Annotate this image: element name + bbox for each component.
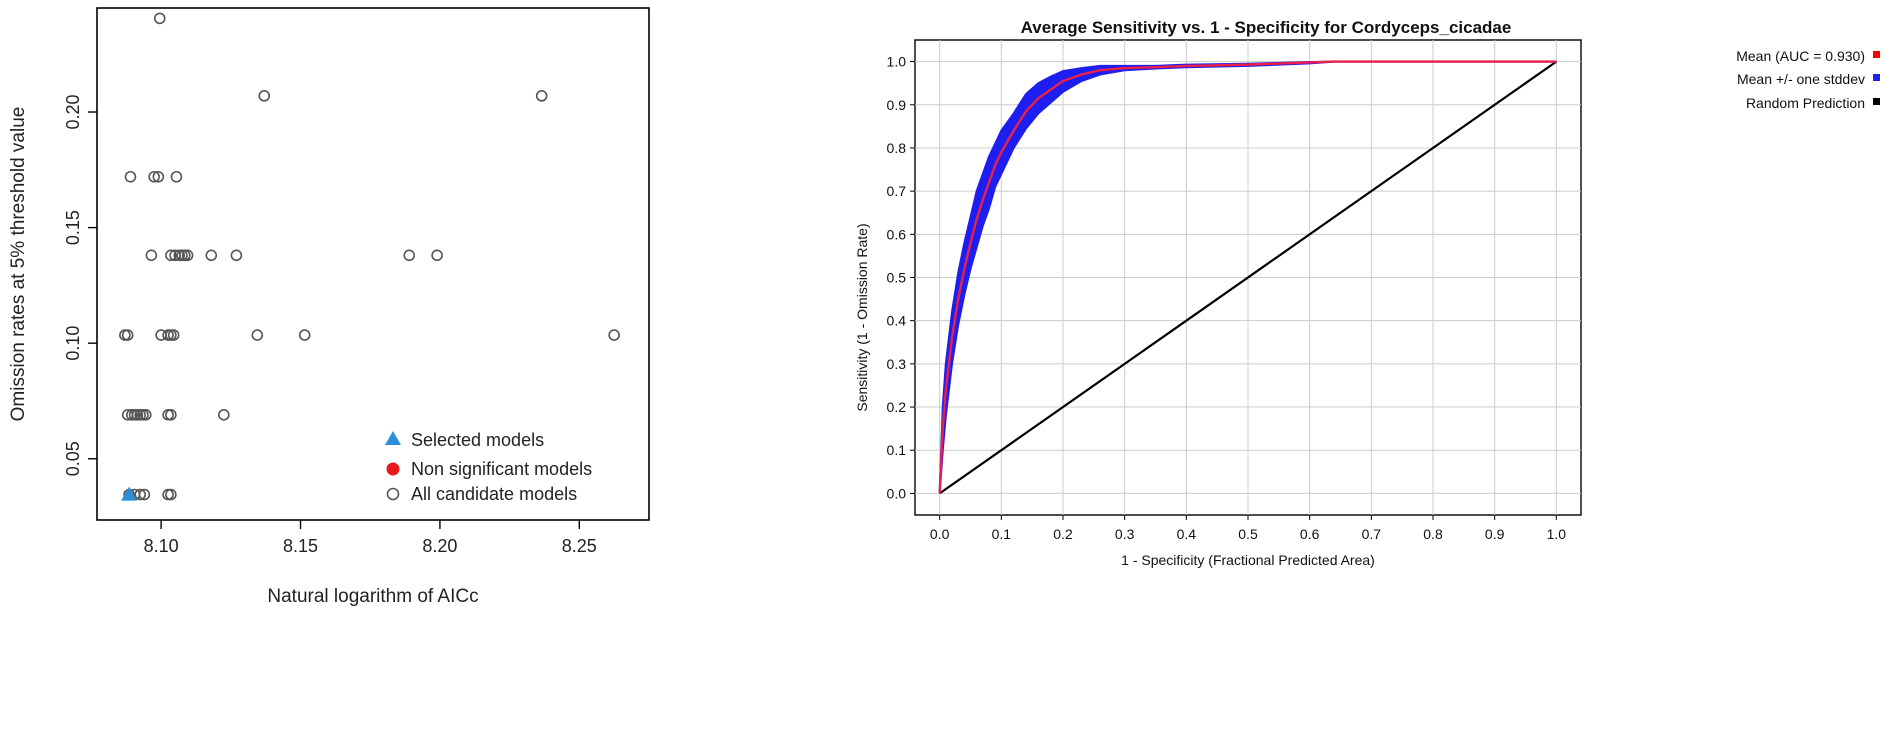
roc-y-tick-label: 0.5 xyxy=(887,270,907,286)
roc-x-tick-label: 0.5 xyxy=(1238,526,1258,542)
left-y-axis: 0.05 0.10 0.15 0.20 xyxy=(63,94,97,476)
candidate-model-point xyxy=(152,170,165,183)
left-y-tick-label: 0.05 xyxy=(63,441,83,476)
left-x-axis-label: Natural logarithm of AICc xyxy=(267,586,478,607)
selected-model-point xyxy=(121,486,138,501)
candidate-model-point xyxy=(145,249,158,262)
roc-legend-mean-swatch xyxy=(1873,51,1880,58)
left-y-axis-label: Omission rates at 5% threshold value xyxy=(8,107,29,422)
roc-y-axis: 0.0 0.1 0.2 0.3 0.4 0.5 0.6 0.7 0.8 0.9 1.0 xyxy=(887,54,915,501)
roc-y-tick-label: 0.1 xyxy=(887,442,907,458)
candidate-model-point xyxy=(218,409,230,421)
candidate-model-point xyxy=(165,488,177,501)
candidate-model-point xyxy=(298,329,311,341)
candidate-model-point xyxy=(124,170,137,183)
roc-y-tick-label: 0.3 xyxy=(887,356,907,372)
candidate-model-point xyxy=(148,170,160,183)
roc-y-axis-label: Sensitivity (1 - Omission Rate) xyxy=(854,223,870,411)
roc-x-tick-label: 0.1 xyxy=(992,526,1012,542)
candidate-model-point xyxy=(403,249,416,262)
left-x-tick-label: 8.25 xyxy=(562,536,597,556)
candidate-model-point xyxy=(230,249,243,262)
candidate-model-point xyxy=(153,12,166,25)
left-y-tick-label: 0.20 xyxy=(63,94,83,129)
roc-y-tick-label: 0.8 xyxy=(887,140,907,156)
roc-legend-random-swatch xyxy=(1873,98,1880,105)
left-legend: Selected models Non significant models A… xyxy=(385,430,592,504)
legend-nonsignificant-label: Non significant models xyxy=(411,459,592,479)
left-data-points xyxy=(119,12,620,501)
candidate-model-point xyxy=(258,90,271,102)
roc-y-tick-label: 0.0 xyxy=(887,485,907,501)
roc-x-tick-label: 0.3 xyxy=(1115,526,1135,542)
roc-legend-stddev-label: Mean +/- one stddev xyxy=(1737,71,1865,87)
left-y-tick-label: 0.10 xyxy=(63,326,83,361)
left-y-tick-label: 0.15 xyxy=(63,210,83,245)
left-x-tick-label: 8.20 xyxy=(422,536,457,556)
roc-chart-title: Average Sensitivity vs. 1 - Specificity … xyxy=(1021,18,1512,37)
candidate-model-point xyxy=(181,249,194,262)
roc-x-axis: 0.0 0.1 0.2 0.3 0.4 0.5 0.6 0.7 0.8 0.9 1.0 xyxy=(930,515,1566,542)
roc-x-tick-label: 0.0 xyxy=(930,526,950,542)
roc-x-tick-label: 0.4 xyxy=(1177,526,1197,542)
model-selection-scatter-chart: 8.10 8.15 8.20 8.25 0.05 0.10 0.15 0.20 Select… xyxy=(8,7,650,607)
candidate-model-point xyxy=(165,249,177,262)
roc-legend-random-label: Random Prediction xyxy=(1746,95,1865,111)
candidate-model-point xyxy=(167,329,180,341)
left-x-tick-label: 8.15 xyxy=(283,536,318,556)
left-x-axis: 8.10 8.15 8.20 8.25 xyxy=(144,520,597,556)
roc-grid xyxy=(915,40,1581,515)
candidate-model-point xyxy=(170,170,183,183)
roc-x-tick-label: 0.2 xyxy=(1053,526,1073,542)
roc-y-tick-label: 0.2 xyxy=(887,399,907,415)
roc-y-tick-label: 0.7 xyxy=(887,183,907,199)
candidate-model-point xyxy=(251,329,264,341)
legend-selected-marker xyxy=(385,431,401,445)
roc-x-tick-label: 0.8 xyxy=(1423,526,1443,542)
roc-curve-chart: Average Sensitivity vs. 1 - Specificity … xyxy=(854,18,1880,568)
roc-y-tick-label: 0.4 xyxy=(887,313,907,329)
roc-y-tick-label: 0.6 xyxy=(887,226,907,242)
candidate-model-point xyxy=(139,409,152,421)
roc-legend: Mean (AUC = 0.930) Mean +/- one stddev R… xyxy=(1736,48,1880,111)
random-prediction-line xyxy=(939,60,1557,495)
roc-x-axis-label: 1 - Specificity (Fractional Predicted Ar… xyxy=(1121,552,1375,568)
roc-x-tick-label: 0.6 xyxy=(1300,526,1320,542)
roc-x-tick-label: 0.7 xyxy=(1362,526,1382,542)
candidate-model-point xyxy=(431,249,443,262)
candidate-model-point xyxy=(165,409,177,421)
left-plot-frame xyxy=(96,7,650,521)
roc-legend-stddev-swatch xyxy=(1873,74,1880,81)
candidate-model-point xyxy=(608,329,620,341)
legend-candidate-marker xyxy=(386,487,400,501)
mean-roc-line xyxy=(938,60,1557,494)
legend-selected-label: Selected models xyxy=(411,430,544,450)
roc-legend-mean-label: Mean (AUC = 0.930) xyxy=(1736,48,1865,64)
roc-y-tick-label: 0.9 xyxy=(887,97,907,113)
stddev-band xyxy=(938,60,1557,494)
roc-y-tick-label: 1.0 xyxy=(887,54,907,70)
candidate-model-point xyxy=(121,329,134,341)
left-x-tick-label: 8.10 xyxy=(144,536,179,556)
candidate-model-point xyxy=(138,488,151,501)
legend-candidate-label: All candidate models xyxy=(411,484,577,504)
roc-x-tick-label: 0.9 xyxy=(1485,526,1505,542)
candidate-model-point xyxy=(205,249,218,262)
candidate-model-point xyxy=(134,488,147,501)
roc-x-tick-label: 1.0 xyxy=(1547,526,1567,542)
legend-nonsignificant-marker xyxy=(386,462,400,476)
candidate-model-point xyxy=(535,90,548,102)
